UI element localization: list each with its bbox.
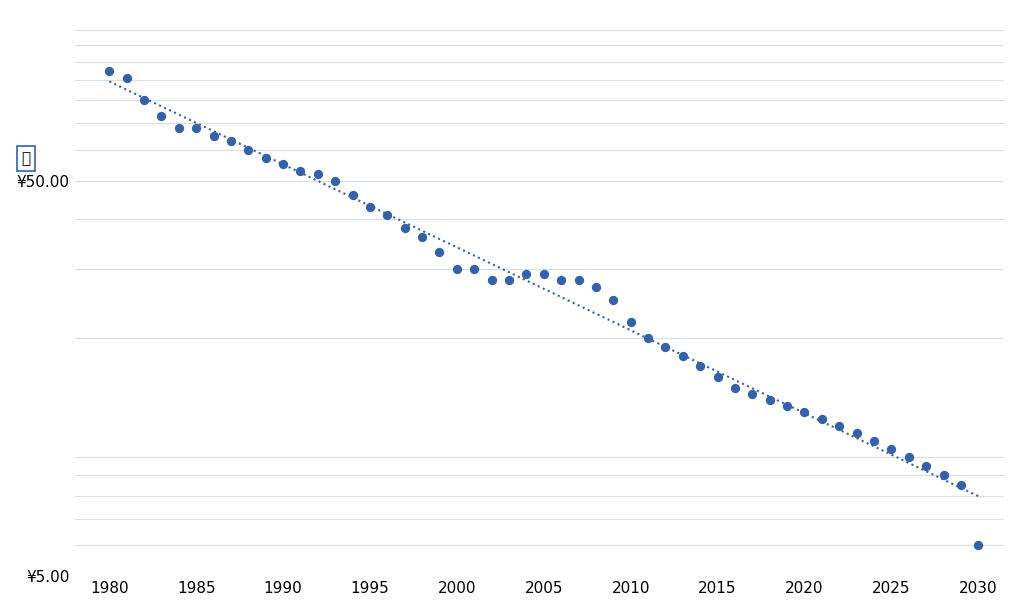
Point: [344, 190, 360, 200]
Point: [467, 264, 483, 273]
Point: [866, 436, 882, 446]
Point: [240, 145, 256, 154]
Point: [692, 361, 709, 371]
Point: [588, 282, 604, 292]
Point: [536, 270, 552, 280]
Point: [171, 123, 187, 133]
Point: [901, 452, 917, 462]
Point: [257, 153, 274, 163]
Point: [223, 136, 239, 146]
Point: [327, 176, 343, 186]
Text: 万: 万: [21, 151, 31, 166]
Point: [848, 428, 865, 438]
Point: [970, 540, 986, 550]
Point: [831, 421, 847, 431]
Point: [292, 166, 308, 176]
Point: [658, 342, 674, 352]
Point: [744, 389, 761, 398]
Point: [605, 295, 622, 305]
Point: [953, 481, 969, 490]
Point: [188, 123, 204, 133]
Point: [883, 444, 900, 454]
Point: [136, 95, 152, 105]
Point: [796, 408, 813, 417]
Point: [205, 131, 222, 140]
Point: [153, 111, 169, 121]
Point: [414, 232, 430, 242]
Point: [779, 401, 795, 411]
Point: [118, 73, 135, 83]
Point: [501, 276, 518, 286]
Point: [814, 414, 830, 424]
Point: [431, 247, 447, 257]
Point: [361, 202, 378, 211]
Point: [675, 351, 691, 361]
Point: [101, 66, 117, 75]
Point: [519, 270, 535, 280]
Point: [275, 159, 291, 169]
Point: [309, 169, 326, 179]
Point: [640, 333, 657, 343]
Point: [935, 471, 952, 481]
Point: [727, 383, 743, 392]
Point: [396, 223, 412, 233]
Point: [553, 276, 570, 286]
Point: [448, 264, 465, 273]
Point: [710, 371, 726, 381]
Point: [623, 317, 639, 327]
Point: [379, 210, 395, 220]
Point: [762, 395, 778, 405]
Point: [484, 276, 500, 286]
Point: [571, 276, 587, 286]
Point: [918, 462, 934, 471]
